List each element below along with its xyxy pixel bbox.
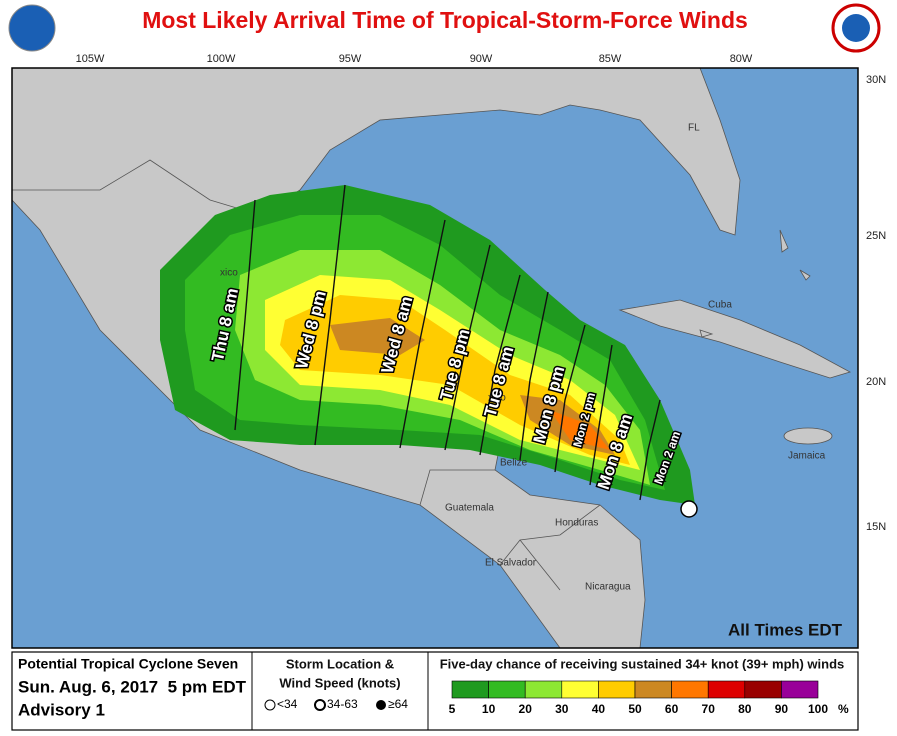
scale-swatch	[634, 680, 672, 699]
place-label: Cuba	[708, 300, 732, 311]
place-label: xico	[488, 393, 506, 404]
lat-label: 20N	[866, 376, 886, 388]
place-label: Jamaica	[788, 451, 826, 462]
lat-label: 15N	[866, 521, 886, 533]
advisory: Advisory 1	[18, 700, 105, 719]
scale-label: 90	[775, 702, 789, 716]
map-frame	[11, 67, 859, 649]
place-label: Belize	[500, 458, 528, 469]
scale-swatch	[744, 680, 782, 699]
scale-title: Five-day chance of receiving sustained 3…	[440, 656, 845, 671]
place-label: El Salvador	[485, 558, 537, 569]
scale-label: 60	[665, 702, 679, 716]
map: FL Cuba Jamaica Guatemala Honduras El Sa…	[12, 68, 858, 648]
scale-label: 5	[449, 702, 456, 716]
scale-label: 40	[592, 702, 606, 716]
scale-swatch	[671, 680, 709, 699]
lat-label: 30N	[866, 74, 886, 86]
symbol-icon	[264, 699, 276, 711]
swath-60	[550, 410, 610, 450]
lon-label: 90W	[470, 53, 493, 65]
nws-logo-inner	[842, 14, 870, 42]
storm-time: Sun. Aug. 6, 2017 5 pm EDT	[18, 677, 247, 696]
time-line	[399, 219, 446, 449]
noaa-logo	[8, 4, 56, 52]
time-line	[314, 184, 346, 446]
lon-label: 80W	[730, 53, 753, 65]
scale-swatch	[561, 680, 599, 699]
time-line	[444, 244, 491, 451]
lon-label: 85W	[599, 53, 622, 65]
place-label: FL	[688, 123, 700, 134]
footer-box	[11, 651, 859, 731]
place-label: xico	[220, 268, 238, 279]
legend-title: Wind Speed (knots)	[279, 675, 400, 690]
scale-label: 10	[482, 702, 496, 716]
time-line	[639, 399, 661, 501]
scale-label: 20	[519, 702, 533, 716]
cuba-land	[618, 299, 852, 379]
borders	[12, 159, 601, 591]
symbol-icon	[376, 700, 386, 710]
scale-label: 70	[702, 702, 716, 716]
swath-50	[330, 318, 615, 455]
scale-label: 50	[628, 702, 642, 716]
symbol-label: <34	[277, 697, 298, 711]
scale-label: 30	[555, 702, 569, 716]
place-label: Guatemala	[445, 503, 494, 514]
lon-label: 105W	[76, 53, 105, 65]
time-line	[554, 324, 586, 473]
storm-name: Potential Tropical Cyclone Seven	[18, 656, 238, 672]
scale-swatch	[598, 680, 636, 699]
scale-swatch	[451, 680, 489, 699]
time-line	[589, 344, 613, 486]
lon-label: 95W	[339, 53, 362, 65]
title: Most Likely Arrival Time of Tropical-Sto…	[142, 7, 748, 33]
storm-position	[680, 500, 698, 518]
scale-unit: %	[838, 702, 849, 716]
symbol-label: 34-63	[327, 697, 358, 711]
time-lines	[234, 184, 661, 501]
time-line	[234, 199, 256, 431]
footer: Potential Tropical Cyclone Seven Sun. Au…	[11, 651, 859, 731]
longitude-labels: 105W 100W 95W 90W 85W 80W	[76, 53, 753, 65]
color-scale: 5 10 20 30 40 50 60 70 80 90 100%	[449, 680, 849, 716]
place-label: Honduras	[555, 518, 598, 529]
lon-label: 100W	[207, 53, 236, 65]
place-label: Nicaragua	[585, 582, 631, 593]
lat-label: 25N	[866, 230, 886, 242]
islands	[699, 229, 811, 338]
jamaica-land	[783, 427, 833, 445]
scale-swatch	[707, 680, 746, 699]
places: FL Cuba Jamaica Guatemala Honduras El Sa…	[220, 123, 826, 593]
time-line	[519, 291, 549, 461]
symbol-icon	[314, 699, 326, 711]
scale-label: 80	[738, 702, 752, 716]
scale-swatch	[781, 680, 819, 699]
latitude-labels: 30N 25N 20N 15N	[866, 74, 886, 533]
legend-title: Storm Location &	[286, 656, 394, 671]
symbol-label: ≥64	[388, 697, 408, 711]
scale-swatch	[524, 680, 563, 699]
time-line	[479, 274, 521, 456]
note: All Times EDT	[728, 620, 843, 639]
scale-label: 100	[808, 702, 828, 716]
scale-swatch	[488, 680, 526, 699]
